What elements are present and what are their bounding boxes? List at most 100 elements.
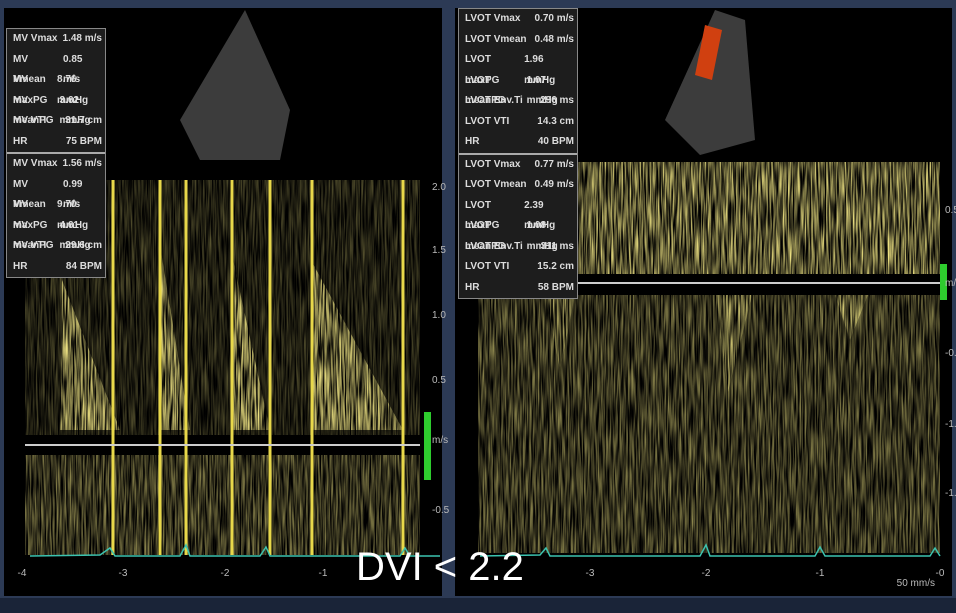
measurement-label: HR [465, 136, 480, 147]
time-label: -2 [221, 568, 230, 579]
measurement-table: LVOT Vmax 0.70 m/s LVOT Vmean 0.48 m/s LVOT … [458, 8, 578, 299]
ecg-trace [479, 543, 941, 557]
measurement-label: LVOT Env.Ti [465, 240, 523, 252]
measurement-value: 4.61 mmHg [59, 219, 91, 252]
measurement-value: 0.85 m/s [62, 53, 83, 86]
measurement-value: 14.3 cm [537, 115, 574, 127]
measurement-row: LVOT maxPG 2.39 mmHg [459, 196, 577, 232]
scale-label: m/s [945, 278, 956, 289]
measurement-label: LVOT maxPG [465, 54, 500, 86]
echo-image [180, 10, 290, 160]
measurement-row: MV VTI 31.7 cm [7, 111, 105, 132]
measurement-label: MV VTI [13, 240, 47, 251]
scale-label: -0.5 [432, 505, 450, 516]
measurement-label: LVOT Vmean [465, 33, 527, 45]
measurement-row: MV VTI 29.6 cm [7, 236, 105, 257]
measurement-label: LVOT VTI [465, 261, 510, 272]
measurement-label: LVOT Env.Ti [465, 95, 523, 106]
measurement-label: MV Vmax [13, 33, 58, 44]
measurement-value: 3.62 mmHg [59, 94, 91, 127]
scale-label: -1. [945, 419, 956, 430]
measurement-value: 15.2 cm [537, 261, 574, 272]
measurement-row: LVOT Vmean 0.48 m/s [459, 30, 577, 51]
measurement-row: LVOT meanPG 1.07 mmHg [459, 71, 577, 107]
measurement-label: LVOT Vmax [465, 13, 521, 24]
measurement-label: MV VTI [13, 115, 47, 126]
scale-label: -1. [945, 488, 956, 499]
measurement-label: LVOT VTI [465, 115, 510, 127]
scale-label: 1.0 [432, 310, 446, 321]
flow-envelopes [25, 245, 420, 555]
ecg-trace [29, 543, 440, 557]
measurement-value: 9.70 mmHg [57, 199, 89, 231]
measurement-row: MV meanPG 4.61 mmHg [7, 216, 105, 252]
measurement-row: MV Vmean 0.99 m/s [7, 175, 105, 211]
measurement-value: 8.76 mmHg [57, 74, 89, 106]
measurement-label: MV Vmean [13, 178, 46, 211]
measurement-label: HR [465, 281, 480, 293]
measurement-row: HR 84 BPM [7, 257, 105, 278]
measurement-row: MV meanPG 3.62 mmHg [7, 91, 105, 127]
time-label: -0 [936, 568, 945, 579]
measurement-row: LVOT maxPG 1.96 mmHg [459, 50, 577, 86]
measurement-label: HR [13, 135, 28, 147]
measurement-value: 75 BPM [65, 135, 102, 147]
measurement-value: 311 ms [540, 240, 574, 252]
time-label: -2 [702, 568, 711, 579]
measurement-row: HR 58 BPM [459, 278, 577, 299]
measurement-label: MV maxPG [13, 74, 48, 106]
scale-label: m/s [432, 435, 448, 446]
measurement-row: LVOT VTI 15.2 cm [459, 257, 577, 278]
measurement-value: 58 BPM [537, 281, 574, 293]
measurement-value: 1.07 mmHg [526, 74, 558, 107]
measurement-label: MV maxPG [13, 199, 48, 231]
measurement-row: LVOT Env.Ti 311 ms [459, 237, 577, 258]
measurement-row: LVOT meanPG 1.08 mmHg [459, 216, 577, 252]
baseline-marker [424, 412, 431, 480]
measurement-row: HR 75 BPM [7, 132, 105, 153]
measurement-value: 29.6 cm [65, 240, 102, 251]
measurement-label: LVOT meanPG [465, 74, 506, 107]
scale-label: 2.0 [432, 182, 446, 193]
measurement-value: 2.39 mmHg [524, 199, 556, 232]
measurement-row: MV Vmean 0.85 m/s [7, 50, 105, 86]
measurement-value: 40 BPM [537, 136, 574, 147]
measurement-label: LVOT maxPG [465, 199, 500, 232]
measurement-row: MV Vmax 1.56 m/s [7, 152, 105, 175]
time-label: -1 [816, 568, 825, 579]
measurement-label: LVOT meanPG [465, 220, 506, 252]
measurement-row: LVOT Vmax 0.77 m/s [459, 152, 577, 176]
measurement-label: MV Vmean [13, 53, 46, 86]
measurement-row: LVOT Vmean 0.49 m/s [459, 175, 577, 196]
measurement-row: MV Vmax 1.48 m/s [7, 29, 105, 50]
time-label: -3 [586, 568, 595, 579]
measurement-value: 1.96 mmHg [524, 54, 556, 86]
scale-label: 0.5 [945, 205, 956, 216]
time-label: -3 [119, 568, 128, 579]
sweep-speed: 50 mm/s [897, 578, 935, 589]
thumbnail-strip [0, 598, 956, 613]
measurement-row: LVOT Vmax 0.70 m/s [459, 9, 577, 30]
echo-image [665, 10, 755, 155]
measurement-label: LVOT Vmax [465, 158, 521, 170]
measurement-value: 1.56 m/s [62, 158, 102, 169]
color-flow [695, 25, 722, 80]
flow-spectrum [478, 162, 940, 553]
measurement-row: MV maxPG 8.76 mmHg [7, 70, 105, 106]
measurement-label: HR [13, 260, 28, 272]
measurement-value: 0.70 m/s [534, 13, 574, 24]
measurement-value: 0.99 m/s [62, 178, 83, 211]
measurement-label: LVOT Vmean [465, 179, 527, 190]
measurement-row: HR 40 BPM [459, 132, 577, 153]
scale-label: -0. [945, 348, 956, 359]
measurement-row: LVOT VTI 14.3 cm [459, 112, 577, 133]
measurement-row: LVOT Env.Ti 296 ms [459, 91, 577, 112]
scale-label: 1.5 [432, 245, 446, 256]
measurement-value: 1.08 mmHg [526, 220, 558, 252]
valve-clicks [111, 180, 405, 555]
measurement-value: 1.48 m/s [62, 33, 102, 44]
measurement-label: MV Vmax [13, 158, 58, 169]
measurement-label: MV meanPG [13, 94, 54, 127]
